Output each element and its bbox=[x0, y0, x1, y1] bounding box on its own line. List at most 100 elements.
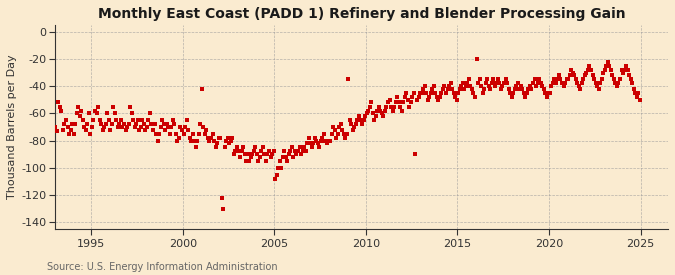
Point bbox=[367, 111, 378, 116]
Y-axis label: Thousand Barrels per Day: Thousand Barrels per Day bbox=[7, 55, 17, 199]
Point bbox=[332, 132, 343, 136]
Point bbox=[137, 118, 148, 122]
Point bbox=[227, 136, 238, 140]
Point bbox=[616, 68, 627, 72]
Point bbox=[634, 98, 645, 102]
Point bbox=[257, 145, 268, 150]
Point bbox=[239, 152, 250, 156]
Point bbox=[437, 87, 448, 91]
Point bbox=[99, 125, 109, 129]
Point bbox=[544, 91, 555, 95]
Point bbox=[134, 128, 144, 132]
Point bbox=[308, 141, 319, 145]
Point bbox=[151, 132, 161, 136]
Point bbox=[598, 70, 609, 75]
Point bbox=[178, 132, 189, 136]
Point bbox=[105, 128, 115, 132]
Point bbox=[294, 145, 305, 150]
Point bbox=[319, 132, 329, 136]
Point bbox=[228, 152, 239, 156]
Point bbox=[313, 141, 323, 145]
Point bbox=[625, 77, 636, 82]
Point bbox=[144, 111, 155, 116]
Point bbox=[624, 73, 634, 78]
Point bbox=[400, 95, 410, 99]
Point bbox=[140, 128, 151, 132]
Point bbox=[413, 95, 424, 99]
Point bbox=[369, 118, 379, 122]
Point bbox=[306, 145, 317, 150]
Point bbox=[267, 152, 277, 156]
Point bbox=[361, 111, 372, 116]
Point bbox=[427, 87, 437, 91]
Point bbox=[130, 125, 140, 129]
Point bbox=[280, 155, 291, 159]
Point bbox=[576, 81, 587, 86]
Point bbox=[160, 128, 171, 132]
Point bbox=[161, 122, 172, 127]
Point bbox=[468, 91, 479, 95]
Point bbox=[466, 87, 477, 91]
Point bbox=[442, 87, 453, 91]
Point bbox=[450, 95, 460, 99]
Point bbox=[63, 132, 74, 136]
Point bbox=[314, 145, 325, 150]
Point bbox=[522, 91, 533, 95]
Point bbox=[518, 91, 529, 95]
Point bbox=[233, 149, 244, 154]
Point bbox=[379, 108, 390, 113]
Point bbox=[610, 81, 621, 86]
Point bbox=[570, 77, 581, 82]
Point bbox=[291, 152, 302, 156]
Point bbox=[410, 152, 421, 156]
Point bbox=[198, 125, 209, 129]
Point bbox=[286, 145, 297, 150]
Point bbox=[360, 114, 371, 118]
Point bbox=[190, 145, 201, 150]
Point bbox=[200, 132, 211, 136]
Point bbox=[372, 108, 383, 113]
Point bbox=[613, 81, 624, 86]
Point bbox=[166, 125, 177, 129]
Point bbox=[389, 104, 400, 109]
Point bbox=[589, 77, 599, 82]
Point bbox=[142, 125, 153, 129]
Point bbox=[96, 122, 107, 127]
Point bbox=[401, 91, 412, 95]
Point bbox=[329, 128, 340, 132]
Point bbox=[78, 118, 88, 122]
Point bbox=[146, 122, 157, 127]
Point bbox=[325, 138, 335, 143]
Point bbox=[435, 95, 446, 99]
Point bbox=[465, 84, 476, 88]
Point bbox=[123, 122, 134, 127]
Point bbox=[454, 87, 465, 91]
Point bbox=[189, 138, 200, 143]
Point bbox=[509, 87, 520, 91]
Point bbox=[125, 104, 136, 109]
Point bbox=[253, 159, 264, 163]
Point bbox=[356, 122, 367, 127]
Point bbox=[366, 100, 377, 105]
Point bbox=[564, 73, 575, 78]
Point bbox=[583, 68, 593, 72]
Point bbox=[448, 91, 459, 95]
Point bbox=[149, 122, 160, 127]
Point bbox=[284, 152, 294, 156]
Point bbox=[499, 81, 510, 86]
Point bbox=[487, 81, 497, 86]
Point bbox=[561, 77, 572, 82]
Point bbox=[508, 91, 518, 95]
Point bbox=[232, 145, 242, 150]
Point bbox=[607, 73, 618, 78]
Point bbox=[418, 87, 429, 91]
Point bbox=[177, 128, 188, 132]
Point bbox=[538, 87, 549, 91]
Point bbox=[531, 84, 541, 88]
Point bbox=[373, 104, 384, 109]
Point bbox=[462, 81, 472, 86]
Point bbox=[358, 118, 369, 122]
Point bbox=[50, 125, 61, 129]
Point bbox=[523, 87, 534, 91]
Point bbox=[488, 77, 499, 82]
